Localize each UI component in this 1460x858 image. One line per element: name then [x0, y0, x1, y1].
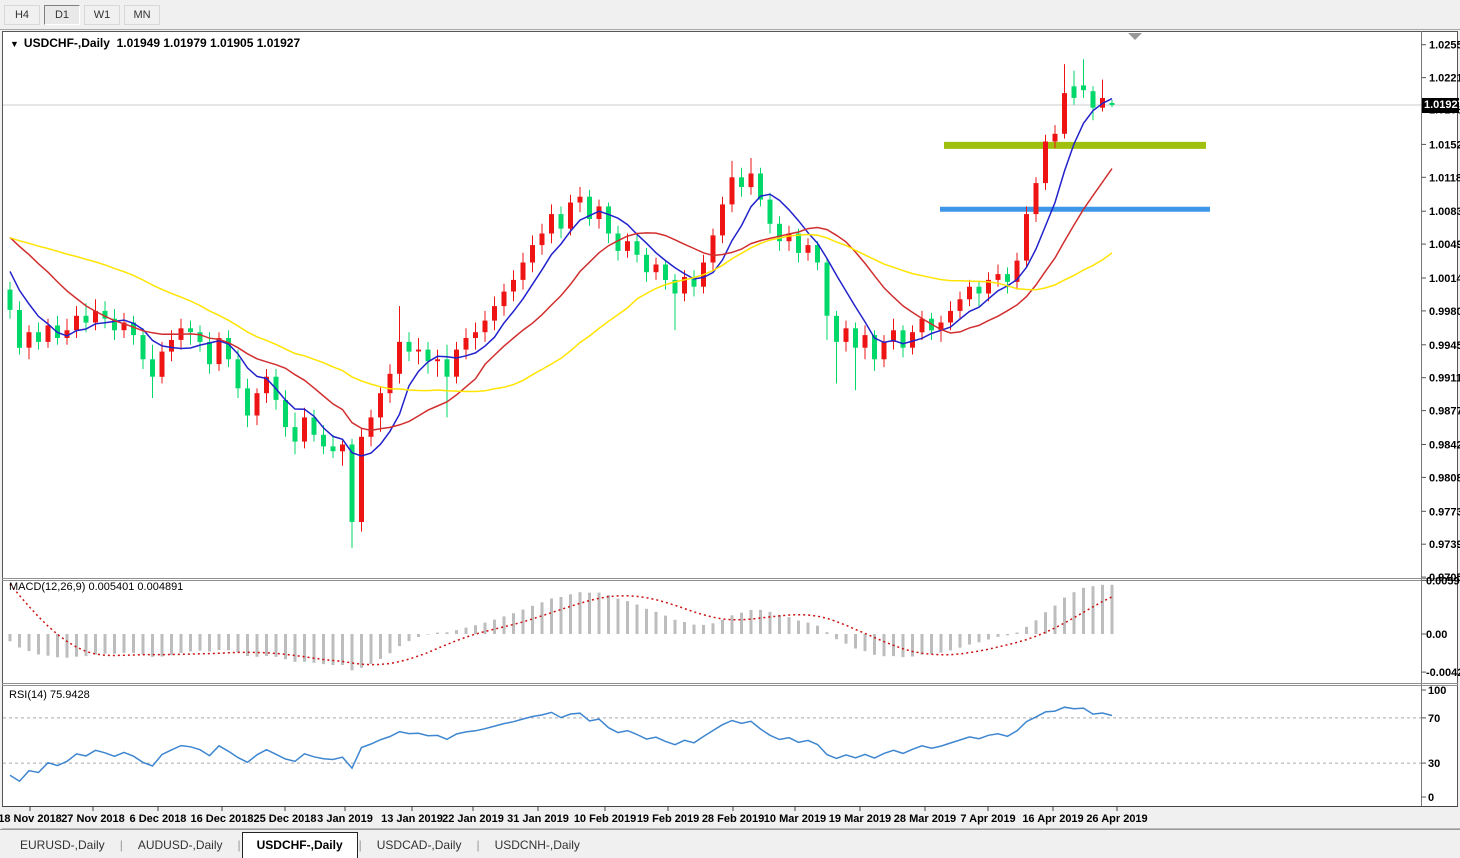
- svg-text:30: 30: [1428, 758, 1440, 770]
- svg-text:18 Nov 2018: 18 Nov 2018: [0, 813, 62, 825]
- chart-tab-usdcnh[interactable]: USDCNH-,Daily: [494, 838, 580, 852]
- macd-signal-line: [9, 583, 1113, 666]
- ma-mid-line: [9, 168, 1113, 432]
- chart-tab-usdcad[interactable]: USDCAD-,Daily: [376, 838, 462, 852]
- ma-fast-line: [9, 97, 1113, 457]
- svg-text:70: 70: [1428, 713, 1440, 725]
- timeframe-button-w1[interactable]: W1: [84, 4, 120, 25]
- chart-tab-eurusd[interactable]: EURUSD-,Daily: [20, 838, 105, 852]
- ma-slow-line: [9, 233, 1113, 393]
- svg-text:3 Jan 2019: 3 Jan 2019: [317, 813, 373, 825]
- svg-text:1.00830: 1.00830: [1429, 206, 1460, 218]
- symbol-dropdown-icon[interactable]: ▼: [10, 39, 19, 49]
- rsi-pane-label: RSI(14) 75.9428: [9, 689, 90, 701]
- chart-symbol-title: USDCHF-,Daily: [23, 36, 110, 50]
- svg-text:28 Feb 2019: 28 Feb 2019: [702, 813, 764, 825]
- svg-text:25 Dec 2018: 25 Dec 2018: [254, 813, 317, 825]
- svg-text:1.00490: 1.00490: [1429, 239, 1460, 251]
- chart-tab-audusd[interactable]: AUDUSD-,Daily: [137, 838, 223, 852]
- tab-separator: |: [476, 838, 480, 852]
- current-price-box: 1.01927: [1422, 98, 1460, 113]
- scroll-position-marker: [1128, 33, 1142, 40]
- tab-separator: |: [237, 838, 241, 852]
- chart-ohlc-values: 1.01949 1.01979 1.01905 1.01927: [116, 36, 301, 50]
- svg-text:26 Apr 2019: 26 Apr 2019: [1086, 813, 1147, 825]
- timeframe-button-h4[interactable]: H4: [4, 4, 40, 25]
- svg-text:19 Mar 2019: 19 Mar 2019: [829, 813, 891, 825]
- svg-text:0.00597: 0.00597: [1426, 575, 1460, 587]
- symbol-tab-bar: EURUSD-,Daily | AUDUSD-,Daily | USDCHF-,Dail…: [0, 829, 1460, 858]
- svg-text:16 Apr 2019: 16 Apr 2019: [1022, 813, 1083, 825]
- timeframe-toolbar: H4 D1 W1 MN: [0, 0, 1460, 30]
- svg-text:1.02210: 1.02210: [1429, 73, 1460, 85]
- svg-text:100: 100: [1428, 685, 1446, 697]
- chart-tab-usdchf[interactable]: USDCHF-,Daily: [241, 832, 358, 858]
- svg-text:1.01520: 1.01520: [1429, 139, 1460, 151]
- macd-indicator-values: 0.005401 0.004891: [88, 581, 184, 593]
- tab-separator: |: [119, 838, 123, 852]
- svg-text:7 Apr 2019: 7 Apr 2019: [960, 813, 1015, 825]
- macd-pane-label: MACD(12,26,9) 0.005401 0.004891: [9, 581, 183, 593]
- macd-indicator-name: MACD(12,26,9): [9, 581, 86, 593]
- svg-text:1.01180: 1.01180: [1429, 172, 1460, 184]
- svg-text:31 Jan 2019: 31 Jan 2019: [507, 813, 569, 825]
- svg-text:19 Feb 2019: 19 Feb 2019: [637, 813, 699, 825]
- svg-text:22 Jan 2019: 22 Jan 2019: [442, 813, 504, 825]
- rsi-line: [9, 706, 1113, 783]
- svg-text:13 Jan 2019: 13 Jan 2019: [381, 813, 443, 825]
- svg-text:27 Nov 2018: 27 Nov 2018: [61, 813, 125, 825]
- svg-text:1.02550: 1.02550: [1429, 40, 1460, 52]
- chart-symbol-line: ▼ USDCHF-,Daily 1.01949 1.01979 1.01905 1…: [10, 36, 300, 50]
- svg-text:-0.00424: -0.00424: [1426, 667, 1460, 679]
- svg-text:10 Feb 2019: 10 Feb 2019: [574, 813, 636, 825]
- timeframe-button-d1[interactable]: D1: [44, 4, 80, 25]
- rsi-indicator-name: RSI(14): [9, 689, 47, 701]
- svg-text:6 Dec 2018: 6 Dec 2018: [130, 813, 187, 825]
- svg-text:0.00: 0.00: [1426, 629, 1447, 641]
- timeframe-button-mn[interactable]: MN: [124, 4, 160, 25]
- rsi-indicator-value: 75.9428: [49, 689, 90, 701]
- svg-text:28 Mar 2019: 28 Mar 2019: [894, 813, 956, 825]
- svg-text:16 Dec 2018: 16 Dec 2018: [191, 813, 254, 825]
- svg-text:10 Mar 2019: 10 Mar 2019: [764, 813, 826, 825]
- tab-separator: |: [358, 838, 362, 852]
- svg-text:0: 0: [1428, 792, 1434, 804]
